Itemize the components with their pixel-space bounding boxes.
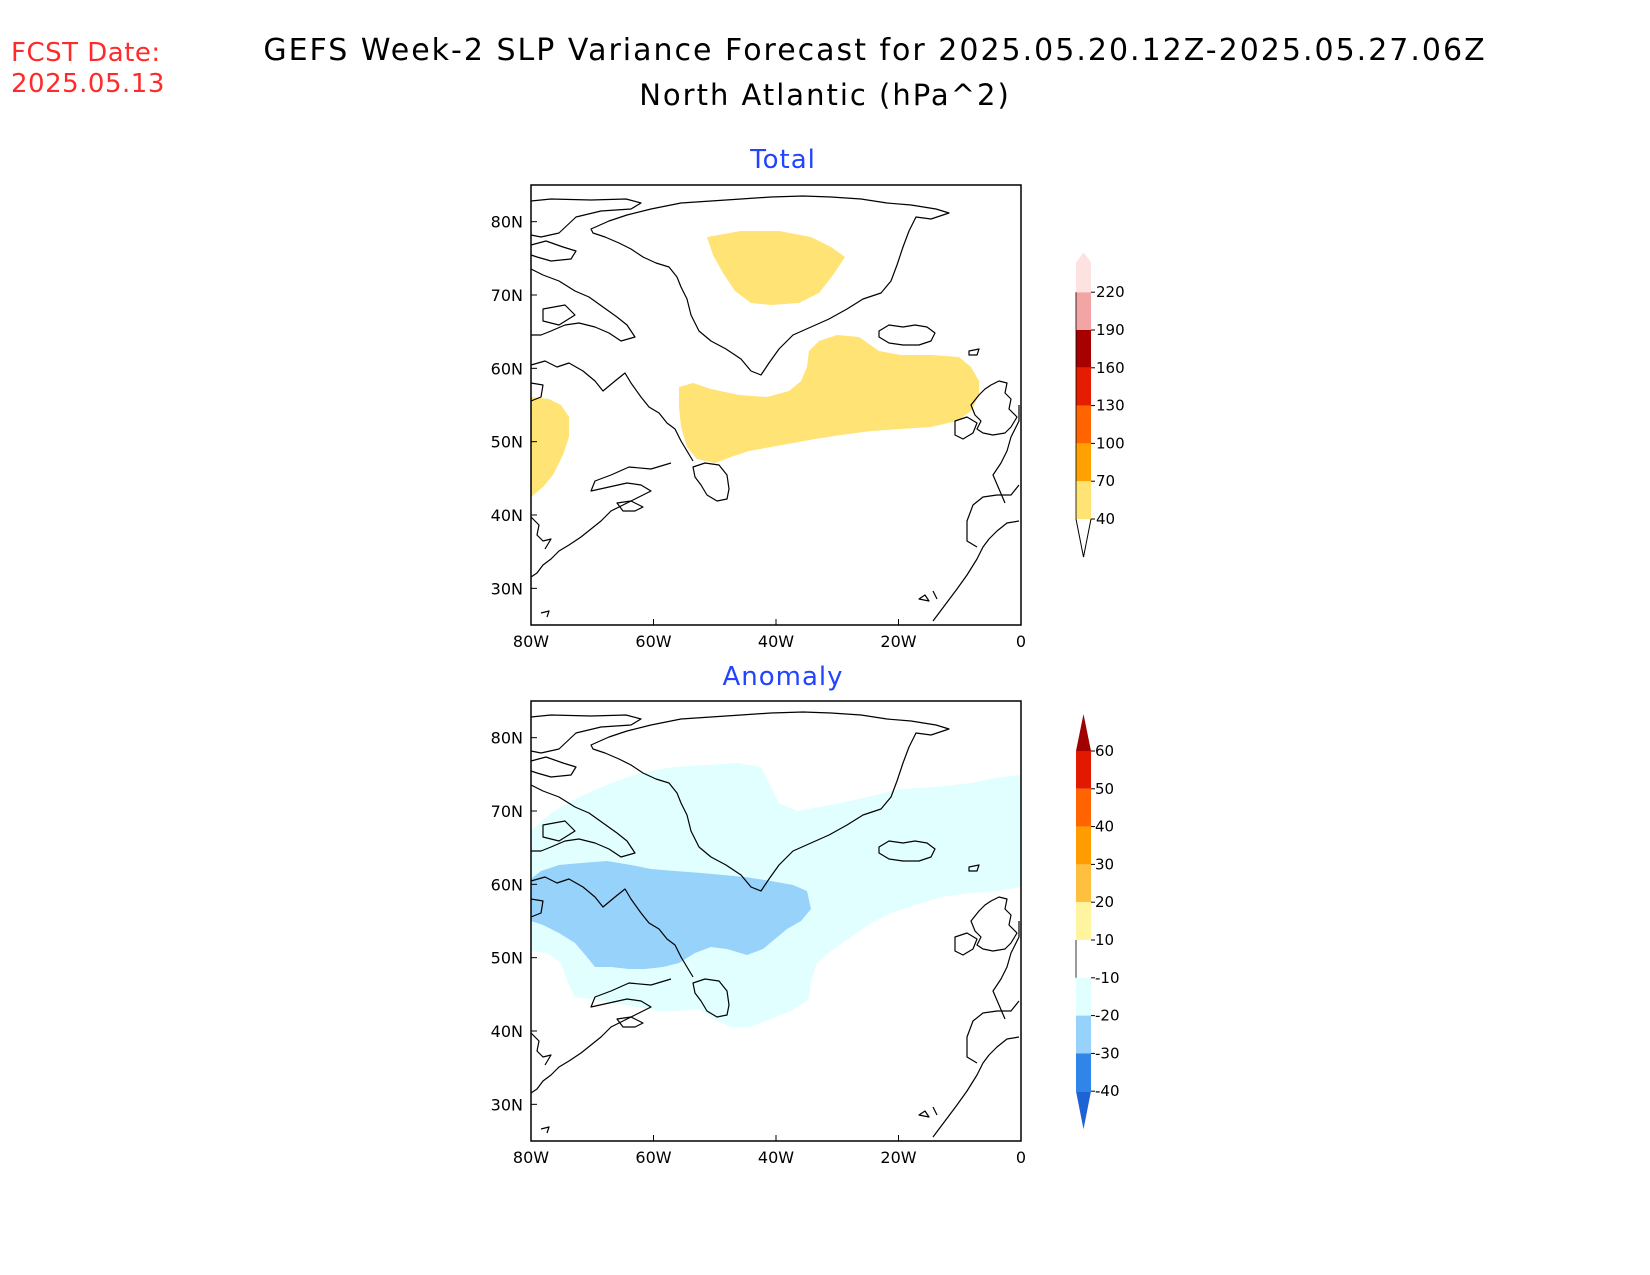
total-colorbar-cell [1076, 481, 1091, 519]
anomaly-colorbar-label: 40 [1095, 818, 1114, 836]
anomaly-colorbar-label: -10 [1095, 969, 1120, 987]
forecast-date: FCST Date: 2025.05.13 [11, 38, 165, 100]
total-lat-label: 70N [491, 286, 523, 305]
anomaly-colorbar-cell [1076, 1015, 1091, 1054]
anomaly-colorbar-label: -40 [1095, 1082, 1120, 1100]
anomaly-colorbar-cell [1076, 977, 1091, 1016]
total-region-greenland-high [707, 231, 845, 305]
anomaly-colorbar-label: 50 [1095, 780, 1114, 798]
total-colorbar: 40 70 100 130 160 190 220 [1075, 252, 1125, 558]
total-title: Total [749, 145, 816, 175]
anomaly-colorbar-label: 30 [1095, 855, 1114, 873]
total-colorbar-label: 130 [1096, 397, 1125, 415]
total-panel: Total 80N 70N 60N 50N 40N 30N 80W 60W 40W 20W 0 40… [491, 145, 1125, 651]
total-colorbar-cell [1076, 330, 1091, 368]
anomaly-lat-label: 60N [491, 875, 523, 894]
total-colorbar-label: 220 [1096, 283, 1125, 301]
total-lon-label: 40W [758, 632, 794, 651]
total-colorbar-label: 70 [1096, 472, 1115, 490]
total-lon-label: 80W [513, 632, 549, 651]
total-lat-label: 50N [491, 433, 523, 452]
anomaly-lat-label: 70N [491, 802, 523, 821]
total-lat-label: 30N [491, 579, 523, 598]
total-colorbar-label: 160 [1096, 359, 1125, 377]
total-colorbar-label: 40 [1096, 510, 1115, 528]
total-colorbar-label: 100 [1096, 434, 1125, 452]
total-colorbar-cell [1076, 405, 1091, 444]
total-lon-label: 0 [1016, 632, 1026, 651]
anomaly-colorbar: 60 50 40 30 20 10 -10 -20 -30 -40 [1075, 714, 1120, 1130]
anomaly-colorbar-high-arrow [1076, 714, 1091, 751]
total-lon-label: 60W [635, 632, 671, 651]
anomaly-title: Anomaly [722, 662, 843, 692]
anomaly-colorbar-label: 20 [1095, 893, 1114, 911]
anomaly-lat-label: 30N [491, 1095, 523, 1114]
total-lon-label: 20W [880, 632, 916, 651]
fcst-date: 2025.05.13 [11, 69, 165, 99]
anomaly-colorbar-cell [1076, 788, 1091, 827]
total-lat-label: 60N [491, 359, 523, 378]
anomaly-lon-label: 0 [1016, 1148, 1026, 1167]
anomaly-colorbar-cell [1076, 751, 1091, 789]
anomaly-lon-label: 40W [758, 1148, 794, 1167]
total-colorbar-cell [1076, 292, 1091, 330]
main-title: GEFS Week-2 SLP Variance Forecast for 20… [263, 33, 1487, 68]
total-axis-ticks: 80N 70N 60N 50N 40N 30N 80W 60W 40W 20W 0 [491, 213, 1026, 651]
anomaly-axis-ticks: 80N 70N 60N 50N 40N 30N 80W 60W 40W 20W 0 [491, 729, 1026, 1167]
anomaly-colorbar-cell [1076, 940, 1091, 978]
anomaly-colorbar-low-arrow [1076, 1091, 1091, 1130]
anomaly-colorbar-label: -20 [1095, 1007, 1120, 1025]
anomaly-colorbar-cell [1076, 864, 1091, 903]
anomaly-lon-label: 60W [635, 1148, 671, 1167]
anomaly-colorbar-cell [1076, 902, 1091, 940]
anomaly-lat-label: 50N [491, 949, 523, 968]
fcst-label: FCST Date: [11, 38, 161, 68]
anomaly-lat-label: 40N [491, 1022, 523, 1041]
anomaly-colorbar-label: -30 [1095, 1044, 1120, 1062]
anomaly-colorbar-label: 10 [1095, 931, 1114, 949]
anomaly-region-moderate-negative [531, 861, 811, 969]
anomaly-lat-label: 80N [491, 729, 523, 748]
total-region-north-atlantic-band [679, 335, 979, 463]
anomaly-colorbar-cell [1076, 826, 1091, 865]
sub-title: North Atlantic (hPa^2) [639, 78, 1011, 112]
total-colorbar-cell [1076, 443, 1091, 482]
total-region-western-edge [531, 397, 569, 497]
anomaly-colorbar-label: 60 [1095, 742, 1114, 760]
total-colorbar-cell [1076, 252, 1091, 293]
anomaly-lon-label: 20W [880, 1148, 916, 1167]
total-colorbar-low-arrow [1075, 518, 1092, 558]
total-lat-label: 80N [491, 213, 523, 232]
total-colorbar-cell [1076, 367, 1091, 406]
anomaly-colorbar-cell [1076, 1053, 1091, 1092]
total-colorbar-label: 190 [1096, 321, 1125, 339]
anomaly-lon-label: 80W [513, 1148, 549, 1167]
total-lat-label: 40N [491, 506, 523, 525]
